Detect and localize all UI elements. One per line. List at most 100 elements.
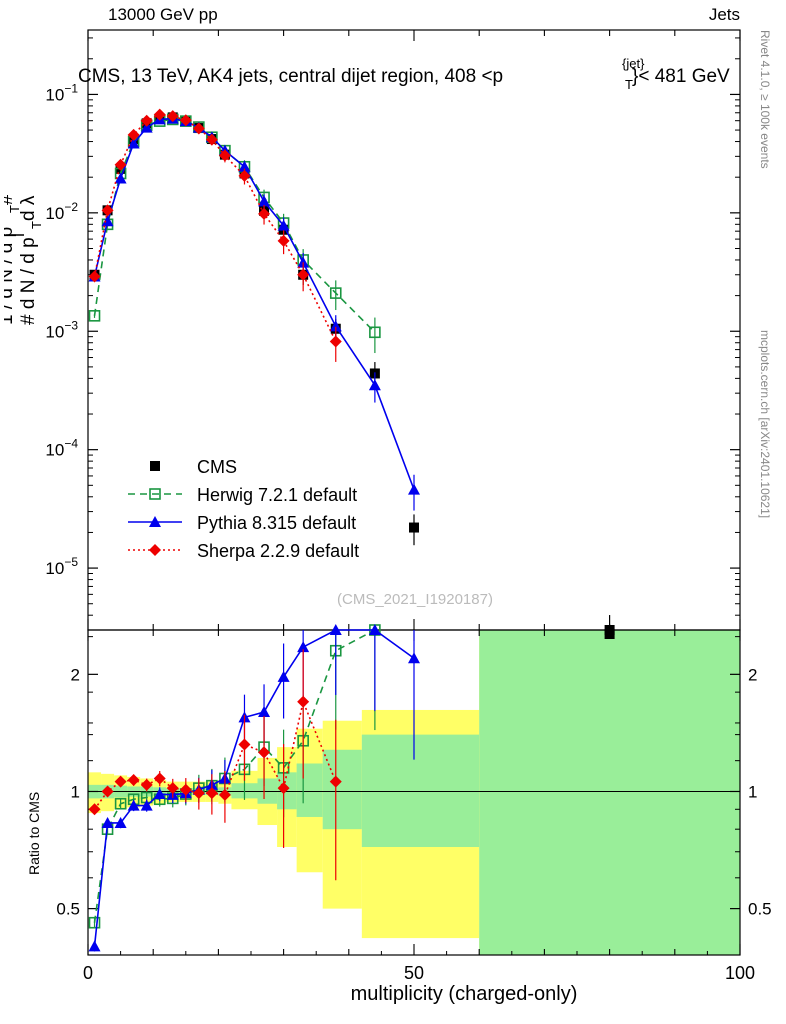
legend-item[interactable]: Herwig 7.2.1 default	[128, 485, 357, 505]
ratio-y-tick-label: 2	[748, 665, 757, 684]
data-point-triangle-filled	[277, 219, 290, 231]
series-line	[93, 699, 337, 810]
data-point-square-filled	[604, 629, 615, 639]
y-axis-label-ratio: Ratio to CMS	[22, 760, 44, 880]
y-axis-tick-exponent: −2	[64, 200, 78, 214]
legend-label: Pythia 8.315 default	[197, 513, 356, 533]
data-point-diamond-filled	[140, 114, 153, 127]
series-sherpa-2-2-9-default	[88, 108, 342, 362]
series-sherpa-2-2-9-default	[88, 649, 342, 881]
data-point-diamond-filled	[205, 787, 218, 800]
legend-item[interactable]: CMS	[150, 457, 237, 477]
ratio-y-tick-label: 1	[71, 782, 80, 801]
y-axis-tick-exponent: −5	[64, 555, 78, 569]
data-point-triangle-filled	[297, 256, 310, 268]
data-point-diamond-filled	[114, 158, 127, 171]
svg-text:T: T	[7, 205, 22, 213]
x-axis-tick-label: 100	[725, 963, 755, 983]
data-point-square-open	[369, 326, 381, 339]
legend-marker	[150, 461, 160, 471]
data-point-diamond-filled	[166, 782, 179, 795]
y-axis-label-main-svg: # d N / d p T d λ 1 / d N / d p T #	[4, 194, 44, 325]
data-point-square-open	[329, 287, 342, 299]
watermark-text: (CMS_2021_I1920187)	[337, 591, 493, 608]
ratio-y-tick-label: 2	[71, 665, 80, 684]
svg-text:d λ: d λ	[18, 195, 39, 221]
data-point-square-filled	[409, 522, 419, 533]
data-point-diamond-filled	[179, 114, 192, 127]
data-point-triangle-filled	[127, 799, 140, 811]
data-point-triangle-filled	[238, 160, 251, 172]
legend-label: Sherpa 2.2.9 default	[197, 541, 359, 561]
band-green	[361, 734, 480, 847]
data-point-diamond-filled	[258, 746, 271, 759]
data-point-diamond-filled	[192, 122, 205, 135]
data-point-diamond-filled	[277, 234, 290, 247]
data-point-triangle-filled	[101, 215, 114, 227]
data-point-diamond-filled	[238, 169, 251, 182]
data-point-diamond-filled	[218, 149, 231, 162]
data-point-triangle-filled	[114, 816, 127, 828]
y-axis-tick-exponent: −4	[64, 437, 78, 451]
chart-title-post: }< 481 GeV	[632, 66, 730, 87]
data-point-square-open	[88, 310, 101, 322]
data-point-triangle-filled	[127, 137, 140, 149]
series-line	[93, 113, 337, 342]
y-axis-tick-label: 10−4	[45, 437, 78, 460]
data-point-diamond-filled	[127, 128, 140, 141]
legend-item[interactable]: Pythia 8.315 default	[128, 513, 356, 533]
chart-title-superscript: {jet}	[622, 56, 645, 71]
chart-title: CMS, 13 TeV, AK4 jets, central dijet reg…	[78, 56, 730, 92]
header-left: 13000 GeV pp	[108, 5, 218, 24]
data-point-diamond-filled	[127, 774, 140, 787]
data-point-diamond-filled	[179, 783, 192, 796]
data-point-diamond-filled	[218, 788, 231, 801]
data-point-triangle-filled	[258, 195, 271, 207]
legend: CMS Herwig 7.2.1 default Pythia 8.315 defa…	[128, 457, 359, 561]
data-point-diamond-filled	[297, 695, 310, 708]
series-pythia-8-315-default	[88, 624, 420, 952]
series-line	[93, 117, 415, 490]
ratio-y-tick-label: 0.5	[56, 900, 80, 919]
data-point-diamond-filled	[297, 268, 310, 281]
data-point-diamond-filled	[101, 204, 114, 217]
data-point-diamond-filled	[192, 787, 205, 800]
data-point-triangle-filled	[408, 483, 420, 495]
band-green	[479, 630, 740, 955]
band-green	[296, 763, 323, 817]
x-axis-tick-label: 0	[83, 963, 93, 983]
data-point-square-open	[114, 797, 127, 810]
mcplots-caption: mcplots.cern.ch [arXiv:2401.10621]	[758, 330, 772, 519]
series-cms-ratio	[604, 629, 615, 639]
data-point-triangle-filled	[88, 940, 101, 952]
legend-marker	[149, 544, 161, 556]
data-point-diamond-filled	[329, 335, 342, 348]
ratio-label-text: Ratio to CMS	[26, 792, 42, 875]
data-point-triangle-filled	[140, 799, 153, 811]
data-point-triangle-filled	[368, 379, 381, 391]
data-point-diamond-filled	[166, 110, 179, 123]
data-point-diamond-filled	[88, 803, 101, 816]
y-axis-tick-label: 10−2	[45, 200, 78, 223]
data-point-triangle-filled	[277, 670, 290, 682]
ratio-label-svg: Ratio to CMS	[26, 792, 42, 875]
data-point-diamond-filled	[153, 108, 166, 121]
x-axis-label: multiplicity (charged-only)	[351, 983, 578, 1005]
chart-title-subscript: T	[625, 77, 633, 92]
data-point-diamond-filled	[153, 772, 166, 785]
y-axis-tick-label: 10−1	[45, 81, 78, 104]
data-point-triangle-filled	[329, 624, 342, 635]
svg-text:# d N / d p: # d N / d p	[18, 237, 39, 325]
data-point-triangle-filled	[408, 652, 420, 664]
data-point-triangle-filled	[329, 320, 342, 332]
chart-title-text: CMS, 13 TeV, AK4 jets, central dijet reg…	[78, 66, 503, 87]
data-point-triangle-filled	[101, 816, 114, 828]
data-point-diamond-filled	[114, 775, 127, 788]
y-axis-tick-exponent: −3	[64, 318, 78, 332]
data-point-triangle-filled	[368, 624, 381, 635]
legend-item[interactable]: Sherpa 2.2.9 default	[128, 541, 359, 561]
svg-text:T: T	[29, 221, 44, 229]
legend-label: Herwig 7.2.1 default	[197, 485, 357, 505]
